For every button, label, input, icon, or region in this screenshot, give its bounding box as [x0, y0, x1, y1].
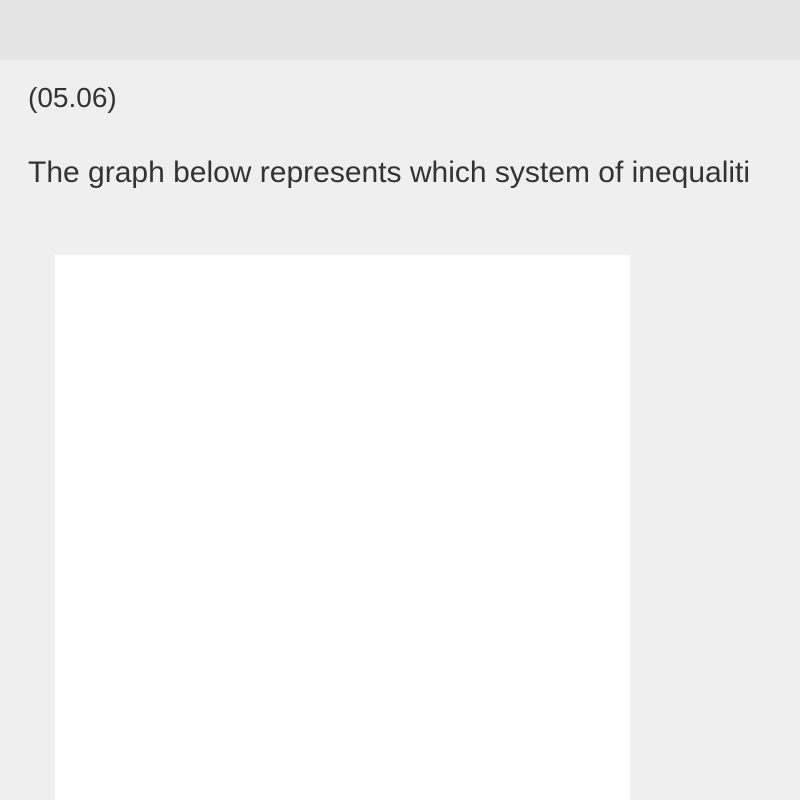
plot-area [55, 255, 630, 800]
question-code: (05.06) [28, 82, 117, 113]
question-text: The graph below represents which system … [28, 156, 751, 189]
